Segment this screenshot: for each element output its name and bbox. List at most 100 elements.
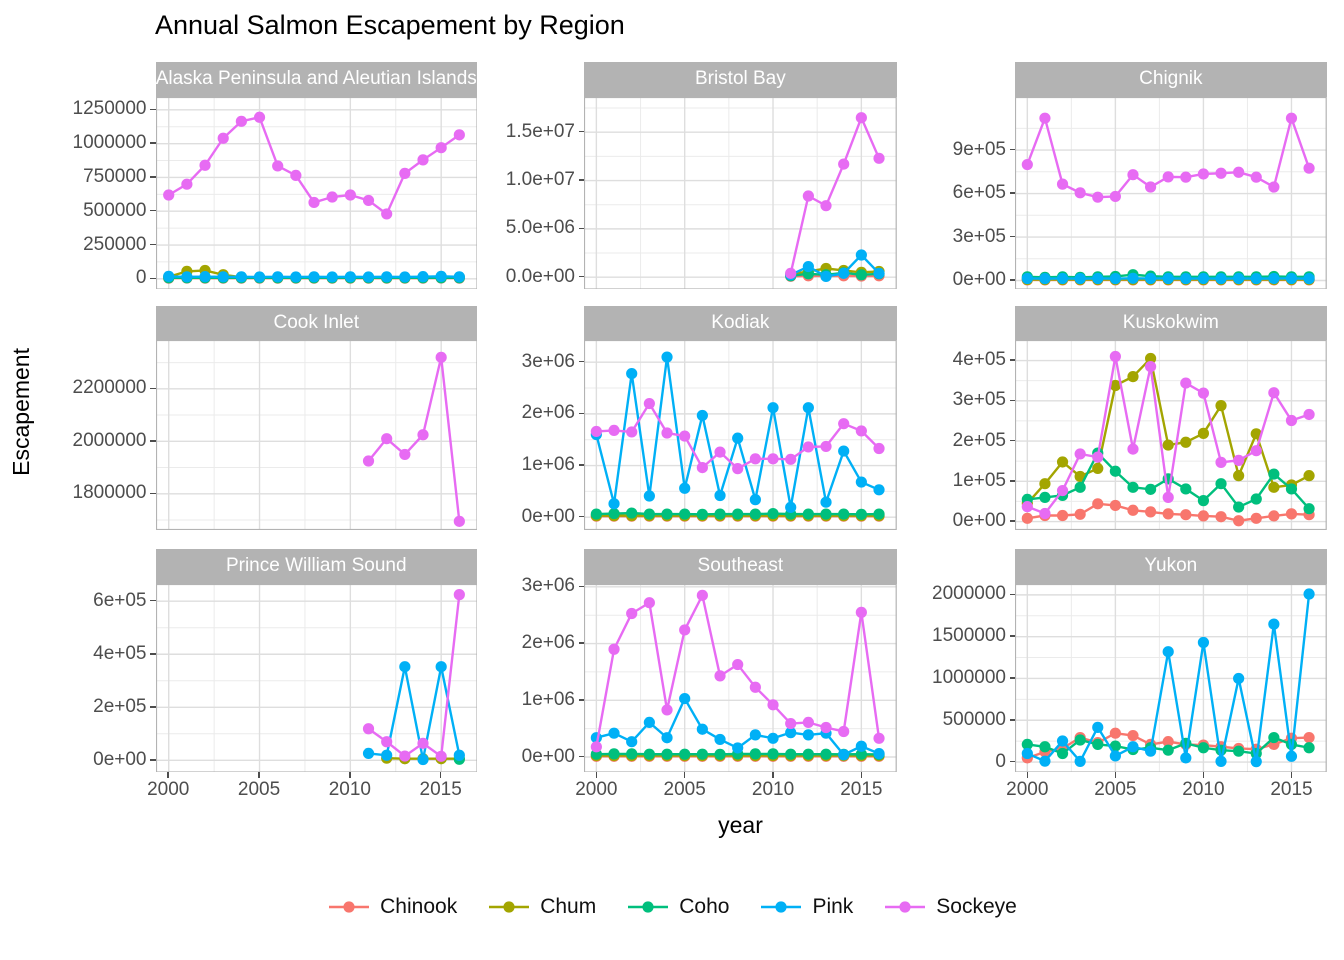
y-tick-label: 0e+00 [952,510,1006,532]
y-tick-mark [578,464,584,466]
series-pink [1021,272,1315,284]
facet-strip: Alaska Peninsula and Aleutian Islands [155,62,477,97]
y-tick-label: 2e+05 [952,429,1006,451]
legend-item-pink: Pink [759,895,853,919]
facet-plot [1015,96,1327,289]
facet-title: Bristol Bay [694,68,786,90]
y-tick-mark [578,179,584,181]
y-tick-mark [1009,719,1015,721]
facet-plot [584,96,897,289]
y-tick-label: 0 [995,750,1006,772]
facet-title: Kodiak [711,311,770,333]
y-tick-mark [1009,192,1015,194]
y-tick-label: 1500000 [932,625,1006,647]
y-tick-mark [150,142,156,144]
x-tick-label: 2010 [751,779,795,800]
y-tick-label: 0 [135,267,147,289]
x-tick-mark [772,772,774,778]
facet-strip: Southeast [584,549,897,584]
series-pink [590,692,885,760]
legend-key-icon [628,901,669,913]
y-tick-label: 1000000 [932,666,1006,688]
facet-plot [155,96,477,289]
y-tick-mark [150,599,156,602]
x-tick-label: 2010 [1182,779,1225,800]
x-tick-mark [1290,772,1293,778]
y-tick-label: 4e+05 [952,349,1006,371]
series-sockeye [785,111,885,279]
x-axis-title: year [718,812,763,838]
x-tick-mark [1026,772,1029,778]
y-tick-mark [578,412,584,415]
x-tick-mark [167,772,169,778]
y-tick-mark [1009,635,1015,637]
legend-item-chinook: Chinook [327,895,457,919]
y-tick-label: 0e+00 [521,745,575,767]
series-coho [590,747,885,760]
x-tick-mark [683,772,686,778]
facet-plot [584,583,897,772]
facet-title: Chignik [1139,68,1203,90]
x-tick-mark [349,772,351,778]
y-tick-label: 1e+06 [521,688,575,710]
x-tick-mark [595,772,598,778]
legend-item-sockeye: Sockeye [883,895,1017,919]
y-tick-mark [150,243,156,246]
y-tick-mark [1009,760,1015,763]
y-tick-label: 250000 [83,233,147,255]
y-tick-mark [1009,520,1015,522]
x-tick-mark [1202,772,1205,778]
x-tick-label: 2015 [1270,779,1313,800]
series-sockeye [1021,350,1315,519]
facet-plot [1015,339,1327,530]
y-tick-mark [578,585,584,588]
y-tick-label: 2e+06 [521,632,575,654]
y-tick-mark [578,275,584,278]
y-tick-mark [1009,439,1015,442]
y-tick-mark [1009,359,1015,361]
series-sockeye [362,351,465,527]
legend-label: Chinook [380,895,458,918]
legend-item-coho: Coho [626,895,729,919]
series-sockeye [590,589,885,752]
y-tick-label: 2e+06 [521,402,575,424]
y-tick-mark [150,706,156,708]
y-tick-label: 500000 [942,708,1006,730]
facet-strip: Kuskokwim [1015,305,1327,340]
y-tick-mark [150,653,156,655]
y-tick-label: 1e+06 [521,454,575,476]
chart-title: Annual Salmon Escapement by Region [155,10,625,40]
facet-strip: Bristol Bay [584,62,897,97]
y-tick-label: 3e+06 [521,350,575,372]
y-tick-label: 6e+05 [952,182,1006,204]
y-tick-label: 9e+05 [952,138,1006,160]
x-tick-label: 2015 [840,779,883,800]
y-tick-label: 500000 [83,199,147,221]
y-tick-mark [150,492,156,495]
legend-key-icon [329,901,370,913]
facet-title: Yukon [1144,555,1198,577]
y-tick-mark [150,209,156,212]
series-coho [1021,447,1315,514]
facet-plot [155,339,477,530]
y-tick-mark [150,387,156,390]
y-tick-label: 2000000 [932,583,1006,605]
x-tick-label: 2000 [1006,779,1049,800]
y-tick-label: 0.0e+00 [505,265,575,287]
legend-item-chum: Chum [487,895,596,919]
y-tick-mark [1009,279,1015,281]
facet-strip: Cook Inlet [155,305,477,340]
facet-title: Cook Inlet [273,311,360,333]
y-tick-label: 5.0e+06 [505,217,575,239]
series-sockeye [162,111,465,220]
y-tick-mark [1009,148,1015,151]
y-tick-label: 4e+05 [93,642,147,664]
y-tick-mark [150,759,156,761]
y-tick-mark [578,642,584,644]
x-tick-mark [1114,772,1117,778]
x-tick-mark [439,772,442,778]
y-tick-mark [578,515,584,518]
legend-key-icon [885,901,926,913]
x-tick-label: 2005 [663,779,706,800]
series-pink [162,270,465,283]
